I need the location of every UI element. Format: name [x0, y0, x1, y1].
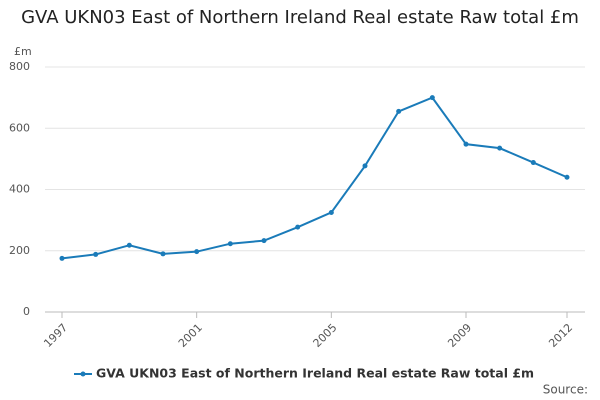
- x-tick-label: 2001: [176, 321, 205, 350]
- x-tick-label: 2005: [311, 321, 340, 350]
- point: [295, 224, 301, 230]
- point: [93, 251, 99, 257]
- x-tick-label: 2012: [546, 321, 575, 350]
- line: [61, 96, 568, 260]
- y-tick-label: 0: [23, 305, 30, 318]
- point: [160, 251, 166, 257]
- point: [59, 255, 65, 261]
- y-tick-label: 800: [9, 60, 30, 73]
- chart-title: GVA UKN03 East of Northern Ireland Real …: [21, 7, 579, 28]
- point: [194, 249, 200, 255]
- point: [429, 95, 435, 101]
- point: [564, 174, 570, 180]
- y-tick-label: 400: [9, 183, 30, 196]
- point: [396, 108, 402, 114]
- point: [362, 163, 368, 169]
- legend-dot: [80, 371, 86, 377]
- point: [463, 141, 469, 147]
- y-tick-label: 200: [9, 244, 30, 257]
- point: [497, 145, 503, 151]
- y-tick-label: 600: [9, 121, 30, 134]
- point: [261, 238, 267, 244]
- point: [530, 160, 536, 166]
- point: [126, 242, 132, 248]
- point: [227, 241, 233, 247]
- x-tick-label: 2009: [445, 321, 474, 350]
- point: [328, 209, 334, 215]
- x-tick-label: 1997: [41, 321, 70, 350]
- legend-label: GVA UKN03 East of Northern Ireland Real …: [96, 366, 534, 381]
- y-axis-label: £m: [14, 45, 32, 58]
- source: Source:: [543, 383, 588, 397]
